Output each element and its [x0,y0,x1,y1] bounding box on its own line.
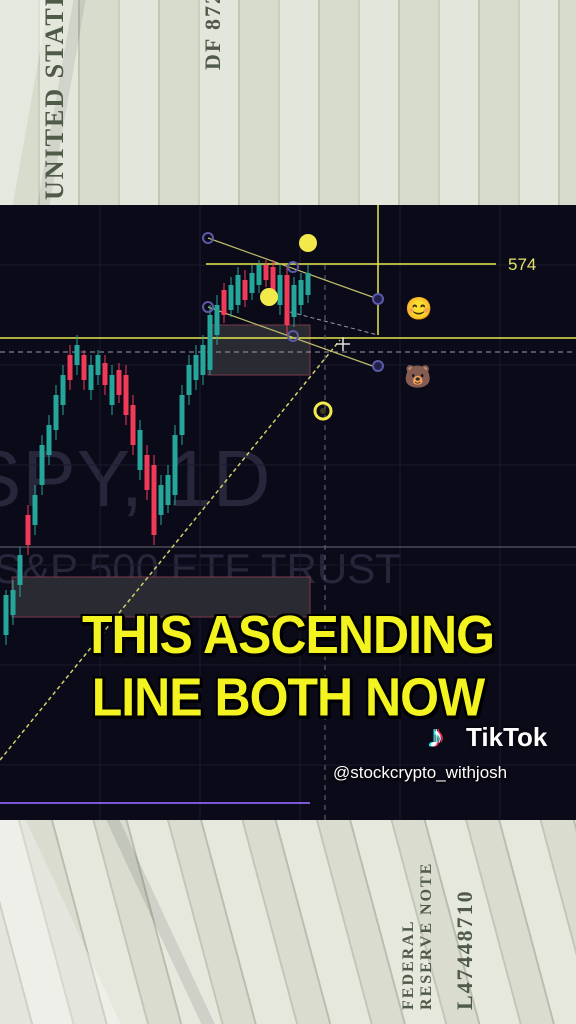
candle-body [243,280,248,300]
price-level-label: 574 [508,255,536,275]
candle-body [68,355,73,380]
anchor-point[interactable] [373,361,383,371]
candle-body [33,495,38,525]
marker-dot [299,234,317,252]
video-caption: THIS ASCENDING LINE BOTH NOW [0,603,576,728]
candle-body [236,275,241,305]
candle-body [250,273,255,293]
candle-body [180,395,185,435]
candle-body [201,345,206,375]
candle-body [61,375,66,405]
candle-body [145,455,150,490]
candle-body [26,515,31,545]
candle-body [138,430,143,470]
candle-body [40,445,45,485]
smile-emoji-icon: 😊 [405,298,432,320]
bill-serial-text: DF 872438 [200,0,226,70]
candle-body [166,475,171,505]
money-background-top: DF 872438 UNITED STATES [0,0,576,205]
candle-body [159,485,164,515]
candle-body [292,285,297,317]
candle-body [173,435,178,495]
candle-body [257,265,262,285]
candle-body [131,405,136,445]
marker-dot [260,288,278,306]
tiktok-brand: TikTok [466,722,547,753]
supply-zone [208,325,310,375]
candle-body [152,465,157,535]
candle-body [194,355,199,380]
candle-body [299,280,304,305]
bill-word-text: UNITED STATES [40,0,70,200]
candle-body [75,345,80,365]
candle-body [306,273,311,295]
crosshair-cursor-icon [336,337,350,351]
candle-body [54,395,59,430]
money-background-bottom: L47448710 FEDERAL RESERVE NOTE [0,820,576,1024]
caption-line-1: THIS ASCENDING [0,603,576,666]
candle-body [47,425,52,455]
candle-body [124,375,129,415]
candle-body [264,265,269,280]
candle-body [208,315,213,370]
candle-body [89,365,94,390]
candle-body [117,370,122,395]
creator-handle: @stockcrypto_withjosh [333,763,507,783]
tiktok-watermark: ♪ TikTok [428,718,568,758]
candle-body [187,365,192,395]
candle-body [285,275,290,325]
candle-body [222,290,227,315]
candle-body [229,285,234,310]
candle-body [96,355,101,375]
bill-word-text-bottom: FEDERAL RESERVE NOTE [400,834,436,1010]
candle-body [103,363,108,385]
candle-body [278,275,283,305]
candle-body [18,555,23,585]
candle-body [82,355,87,380]
candle-body [215,305,220,335]
bear-emoji-icon: 🐻 [404,366,431,388]
bill-serial-text-bottom: L47448710 [452,889,478,1010]
candle-body [110,375,115,405]
tiktok-note-icon: ♪ [428,718,444,754]
anchor-point[interactable] [373,294,383,304]
